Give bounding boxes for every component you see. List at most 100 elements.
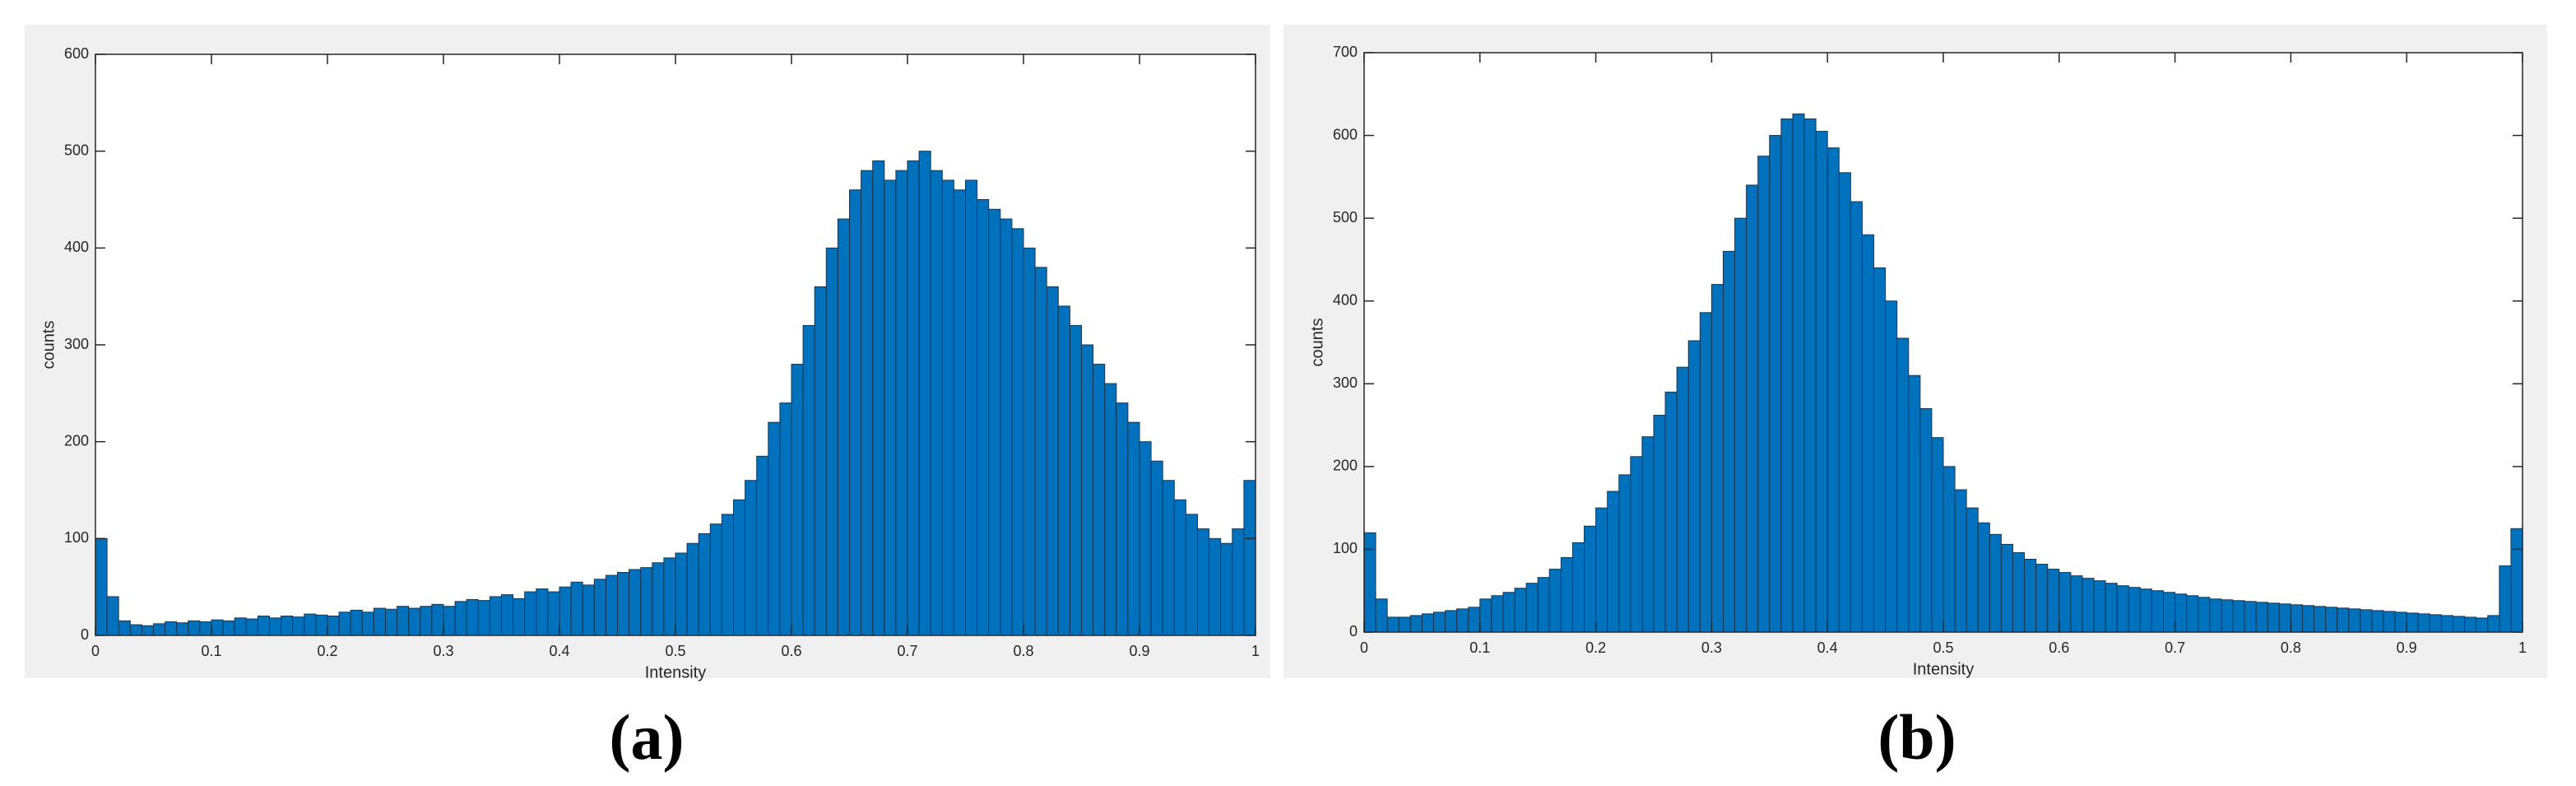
bar (977, 199, 990, 636)
bar (2024, 558, 2037, 633)
bar (2116, 585, 2129, 633)
bar (536, 588, 549, 636)
bar (153, 623, 166, 636)
bar (2175, 593, 2188, 633)
bar (2510, 528, 2523, 633)
bar (1954, 489, 1967, 633)
bar (1197, 528, 1210, 636)
bar (466, 598, 479, 636)
bar (2093, 580, 2106, 633)
bar (988, 208, 1001, 636)
bar (1873, 267, 1887, 633)
bar (593, 579, 606, 636)
y-tick-label: 600 (1333, 126, 1358, 142)
bar (1432, 612, 1446, 633)
x-tick-label: 0.5 (1933, 639, 1953, 656)
y-tick-label: 400 (1333, 291, 1358, 308)
x-tick-label: 0.6 (2049, 639, 2069, 656)
bar (1104, 383, 1117, 636)
y-tick-label: 700 (1333, 44, 1358, 60)
bar (385, 608, 398, 636)
bar (930, 170, 943, 636)
bar (709, 523, 722, 636)
bar (397, 606, 410, 636)
bar (2301, 605, 2315, 633)
bar (1375, 598, 1388, 633)
bar (907, 160, 920, 636)
bar (895, 170, 908, 636)
bar (1746, 184, 1759, 633)
bar (582, 584, 595, 636)
bar (1595, 507, 1608, 633)
bar (2070, 575, 2083, 633)
bar (918, 151, 931, 636)
bar (1977, 522, 1990, 633)
bar (814, 286, 827, 636)
bar (675, 552, 688, 636)
bar (2371, 610, 2384, 633)
bar (2314, 606, 2327, 633)
x-tick-label: 0.3 (1701, 639, 1722, 656)
bar (1607, 491, 1620, 633)
bar (2406, 612, 2419, 633)
x-tick-label: 0.8 (2281, 639, 2301, 656)
bar (2128, 587, 2141, 633)
bar (2186, 595, 2199, 633)
bar (1046, 286, 1059, 636)
bar (1803, 118, 1817, 633)
x-tick-label: 0.4 (549, 643, 569, 659)
bar (1057, 305, 1070, 636)
bar (95, 537, 108, 636)
bar (2209, 598, 2222, 633)
bar (1116, 402, 1129, 636)
bar (2198, 597, 2211, 633)
bar (2487, 615, 2500, 633)
bar (1363, 532, 1376, 633)
bar (2464, 616, 2477, 633)
bar (2394, 612, 2407, 633)
x-tick-label: 0.2 (1585, 639, 1606, 656)
bar (2012, 551, 2026, 633)
bar (965, 179, 978, 636)
bar (1386, 616, 1399, 633)
bar (802, 324, 815, 636)
bar (1710, 284, 1724, 633)
bar (1931, 437, 1944, 633)
bar (1560, 556, 1573, 633)
bar (1023, 247, 1036, 636)
bar (176, 622, 189, 636)
bar (489, 596, 503, 636)
bar (1734, 217, 1748, 633)
bar (941, 179, 954, 636)
bar (1479, 598, 1492, 633)
bar (1966, 507, 1979, 633)
bar (454, 601, 467, 636)
bar (234, 617, 247, 636)
bar (1162, 480, 1175, 636)
panel-label: (b) (1877, 701, 1956, 773)
bar (361, 612, 374, 636)
bar (1445, 610, 1458, 633)
bar (2139, 588, 2152, 633)
bar (141, 625, 154, 636)
bar (1653, 415, 1666, 633)
bar (373, 607, 386, 636)
bar (1150, 460, 1163, 636)
bar (861, 170, 874, 636)
bar (1722, 250, 1736, 633)
bar (501, 594, 514, 636)
bar (1548, 569, 1562, 633)
bar (1220, 542, 1233, 636)
bar (2082, 578, 2095, 633)
bar (756, 455, 769, 636)
bar (257, 615, 270, 636)
bar (106, 596, 119, 636)
bar (1409, 615, 1423, 633)
bar (1421, 613, 1434, 633)
bar (1081, 344, 1094, 636)
bar (2267, 602, 2280, 633)
bar (1093, 364, 1106, 636)
y-tick-label: 400 (64, 239, 89, 255)
bar (1641, 436, 1655, 633)
